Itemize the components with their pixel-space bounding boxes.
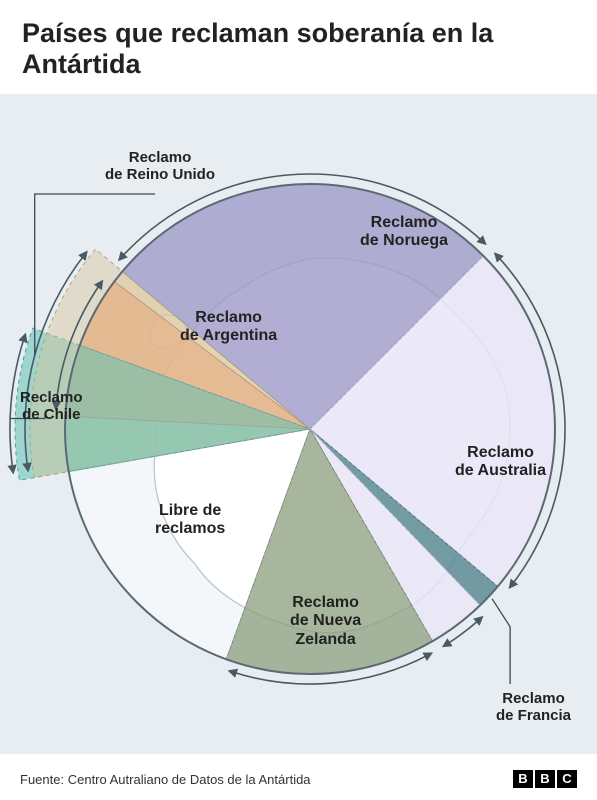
page-title: Países que reclaman soberanía en la Antá… [0, 0, 597, 94]
page-root: Países que reclaman soberanía en la Antá… [0, 0, 597, 800]
source-line: Fuente: Centro Autraliano de Datos de la… [20, 772, 311, 787]
pie-chart-svg [0, 94, 597, 754]
chart-container: Reclamode NoruegaReclamode AustraliaRecl… [0, 94, 597, 754]
source-prefix: Fuente: [20, 772, 64, 787]
bbc-b2: B [535, 770, 555, 788]
source-text: Centro Autraliano de Datos de la Antárti… [68, 772, 311, 787]
bbc-c: C [557, 770, 577, 788]
bbc-b1: B [513, 770, 533, 788]
bbc-logo: B B C [513, 770, 577, 788]
footer: Fuente: Centro Autraliano de Datos de la… [20, 770, 577, 788]
